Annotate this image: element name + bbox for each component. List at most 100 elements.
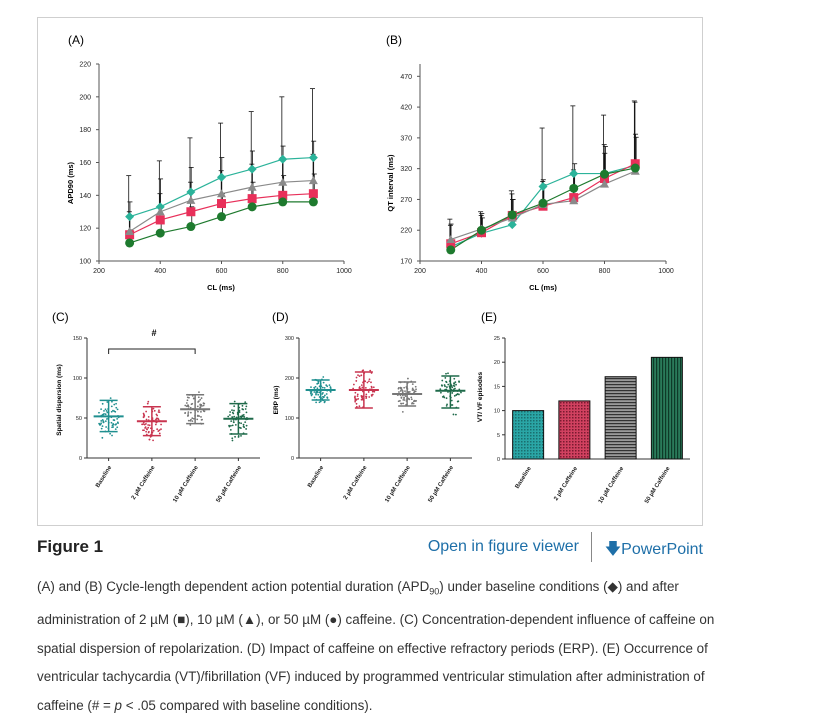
y-tick-label: 140	[79, 193, 91, 200]
data-dot	[400, 402, 402, 405]
data-dot	[354, 391, 357, 394]
data-dot	[398, 391, 400, 393]
data-dot	[199, 406, 202, 409]
data-dot	[317, 380, 320, 383]
x-tick-label: 1000	[658, 268, 674, 275]
data-dot	[186, 399, 189, 402]
data-dot	[244, 408, 247, 410]
data-dot	[368, 380, 370, 383]
data-dot	[355, 376, 358, 379]
data-dot	[400, 396, 403, 399]
data-dot	[444, 377, 447, 379]
data-dot	[152, 429, 155, 432]
data-dot	[441, 384, 443, 387]
point-circle	[446, 245, 456, 255]
point-circle	[569, 183, 579, 193]
data-dot	[109, 397, 112, 400]
category-label: 10 µM Caffeine	[172, 464, 200, 503]
y-tick-label: 5	[497, 433, 500, 439]
data-dot	[112, 426, 115, 428]
data-dot	[233, 409, 235, 412]
data-dot	[360, 384, 363, 386]
data-dot	[451, 392, 454, 394]
data-dot	[446, 386, 448, 388]
data-dot	[187, 413, 190, 415]
data-dot	[146, 428, 149, 431]
data-dot	[403, 386, 406, 389]
x-tick-label: 800	[277, 268, 289, 275]
x-tick-label: 400	[154, 268, 166, 275]
data-dot	[455, 394, 458, 396]
point-circle	[186, 222, 196, 232]
point-circle	[125, 238, 135, 248]
point-triangle	[247, 182, 257, 191]
data-dot	[199, 398, 202, 401]
panel-a-label: (A)	[68, 33, 84, 47]
data-dot	[411, 402, 414, 404]
data-dot	[241, 408, 244, 410]
point-triangle	[308, 176, 318, 185]
data-dot	[352, 383, 355, 386]
y-tick-label: 320	[400, 166, 412, 173]
figure-title-row: Figure 1 Open in figure viewer 🡇PowerPoi…	[37, 532, 703, 562]
caption-part-1: (A) and (B) Cycle-length dependent actio…	[37, 579, 430, 594]
data-dot	[98, 411, 100, 414]
data-dot	[156, 428, 159, 431]
data-dot	[201, 405, 203, 407]
panel-c-label: (C)	[52, 310, 69, 324]
data-dot	[361, 386, 364, 389]
data-dot	[104, 420, 107, 423]
data-dot	[444, 385, 446, 388]
data-dot	[354, 400, 357, 403]
data-dot	[367, 391, 370, 393]
data-dot	[106, 411, 109, 414]
data-dot	[153, 409, 156, 412]
caption-part-2: ) under baseline conditions (◆) and afte…	[37, 579, 715, 714]
data-dot	[231, 409, 233, 412]
data-dot	[147, 400, 150, 403]
data-dot	[315, 393, 317, 396]
data-dot	[189, 424, 192, 426]
y-tick-label: 200	[79, 94, 91, 101]
data-dot	[228, 424, 231, 427]
point-diamond	[155, 202, 165, 212]
data-dot	[328, 384, 331, 387]
point-square	[217, 199, 226, 209]
data-dot	[365, 395, 368, 398]
data-dot	[365, 397, 368, 399]
y-tick-label: 420	[400, 105, 412, 112]
powerpoint-link-label: PowerPoint	[621, 541, 703, 558]
point-triangle	[186, 195, 196, 204]
data-dot	[373, 390, 376, 393]
data-dot	[404, 390, 406, 393]
data-dot	[445, 380, 447, 383]
category-label: 2 µM Caffeine	[343, 464, 369, 501]
data-dot	[245, 428, 247, 430]
data-dot	[316, 391, 319, 394]
data-dot	[366, 381, 369, 384]
panel-a-ylabel: APD90 (ms)	[66, 161, 75, 204]
y-tick-label: 270	[400, 197, 412, 204]
data-dot	[358, 387, 361, 389]
data-dot	[453, 394, 456, 397]
data-dot	[460, 391, 462, 394]
point-circle	[600, 169, 609, 179]
data-dot	[148, 438, 151, 441]
category-label: 10 µM Caffeine	[598, 465, 626, 504]
panel-b: (B) QT interval (ms) CL (ms) 170 220 270 32…	[386, 33, 674, 292]
powerpoint-link[interactable]: 🡇PowerPoint	[605, 538, 703, 565]
data-dot	[241, 404, 244, 407]
open-figure-viewer-link[interactable]: Open in figure viewer	[427, 538, 579, 555]
data-dot	[234, 435, 236, 438]
data-dot	[189, 411, 192, 414]
x-tick-label: 600	[216, 268, 228, 275]
data-dot	[402, 402, 405, 405]
data-dot	[310, 390, 313, 393]
point-diamond	[538, 182, 548, 192]
data-dot	[157, 411, 160, 413]
data-dot	[187, 419, 190, 422]
data-dot	[239, 427, 242, 429]
data-dot	[364, 386, 367, 389]
y-tick-label: 300	[285, 336, 294, 342]
data-dot	[446, 403, 448, 406]
